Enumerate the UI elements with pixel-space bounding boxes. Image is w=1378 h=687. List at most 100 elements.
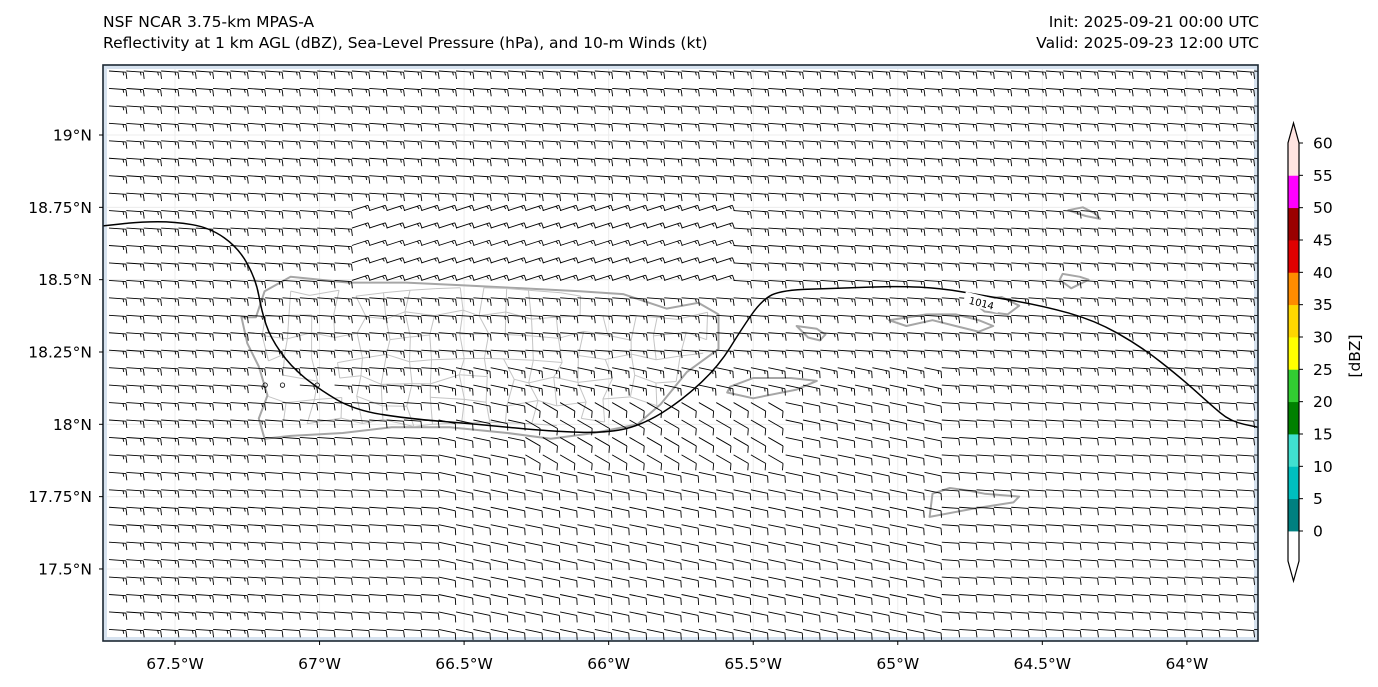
- wind-barb: [1028, 157, 1047, 167]
- wind-barb: [438, 88, 457, 97]
- wind-barb: [317, 157, 336, 167]
- municipal-border: [459, 310, 464, 335]
- wind-barb: [733, 140, 752, 149]
- barb-half-tick: [122, 194, 125, 198]
- wind-barb: [1149, 122, 1169, 132]
- barb-full-tick: [975, 107, 978, 114]
- wind-barb: [403, 122, 423, 132]
- barb-full-tick: [1253, 107, 1256, 114]
- wind-barb: [421, 70, 440, 79]
- wind-barb: [1011, 175, 1030, 184]
- barb-half-tick: [1232, 71, 1235, 76]
- barb-full-tick: [1271, 90, 1272, 97]
- barb-half-tick: [781, 89, 784, 93]
- barb-half-tick: [833, 71, 836, 76]
- municipal-border: [409, 361, 413, 384]
- municipal-border: [340, 397, 343, 419]
- barb-half-tick: [504, 124, 506, 128]
- wind-barb: [612, 157, 631, 167]
- wind-barb: [577, 122, 596, 132]
- barb-half-tick: [243, 89, 246, 93]
- wind-barb: [976, 175, 995, 184]
- municipal-border: [506, 379, 515, 407]
- wind-barb: [178, 122, 197, 132]
- barb-half-tick: [903, 89, 905, 93]
- barb-half-tick: [590, 176, 593, 181]
- barb-half-tick: [1232, 176, 1235, 181]
- barb-half-tick: [1268, 351, 1269, 354]
- barb-half-tick: [209, 106, 211, 111]
- barb-full-tick: [1235, 72, 1238, 79]
- barb-half-tick: [1111, 71, 1114, 76]
- wind-barb: [421, 192, 440, 202]
- barb-full-tick: [1097, 89, 1099, 97]
- barb-half-tick: [556, 159, 558, 163]
- wind-barb: [785, 175, 804, 184]
- barb-half-tick: [1180, 89, 1183, 93]
- wind-barb: [889, 88, 909, 97]
- barb-full-tick: [871, 176, 874, 184]
- barb-half-tick: [1094, 89, 1096, 93]
- wind-barb: [785, 88, 804, 97]
- wind-barb: [108, 122, 128, 132]
- wind-barb: [334, 157, 353, 167]
- municipal-border: [506, 399, 539, 407]
- barb-half-tick: [1042, 159, 1044, 163]
- wind-barb: [178, 140, 197, 149]
- wind-barb: [1045, 70, 1065, 79]
- barb-full-tick: [333, 124, 336, 132]
- barb-full-tick: [212, 194, 215, 202]
- barb-full-tick: [524, 159, 527, 167]
- barb-full-tick: [1271, 177, 1272, 184]
- barb-full-tick: [819, 141, 822, 149]
- wind-barb: [265, 70, 284, 79]
- barb-full-tick: [836, 141, 839, 149]
- barb-half-tick: [226, 106, 229, 111]
- barb-full-tick: [281, 176, 284, 184]
- barb-full-tick: [160, 72, 162, 79]
- barb-half-tick: [261, 71, 264, 76]
- barb-half-tick: [816, 89, 819, 93]
- wind-barb: [351, 157, 371, 167]
- barb-half-tick: [747, 141, 749, 146]
- municipal-border: [503, 358, 534, 361]
- wind-barb: [785, 140, 804, 149]
- barb-half-tick: [990, 141, 992, 146]
- barb-full-tick: [472, 124, 475, 132]
- wind-barb: [733, 122, 752, 132]
- barb-full-tick: [767, 176, 770, 184]
- wind-barb: [334, 88, 353, 97]
- wind-barb: [473, 70, 492, 79]
- barb-full-tick: [871, 159, 874, 167]
- barb-half-tick: [695, 106, 697, 111]
- barb-half-tick: [400, 159, 402, 163]
- wind-barb: [108, 105, 128, 114]
- wind-barb: [369, 175, 388, 184]
- municipal-border: [505, 311, 532, 320]
- barb-half-tick: [1268, 334, 1269, 337]
- barb-half-tick: [625, 159, 628, 163]
- wind-barb: [941, 122, 961, 132]
- barb-half-tick: [1268, 159, 1269, 162]
- barb-half-tick: [313, 106, 316, 111]
- coastline-virgin-gorda: [1058, 272, 1090, 290]
- wind-barb: [1219, 157, 1238, 167]
- municipal-border: [334, 332, 358, 339]
- barb-half-tick: [209, 141, 211, 146]
- barb-full-tick: [576, 107, 579, 114]
- wind-barb: [664, 105, 683, 114]
- wind-barb: [473, 105, 492, 114]
- barb-full-tick: [264, 107, 267, 114]
- barb-full-tick: [1235, 89, 1238, 97]
- barb-half-tick: [573, 141, 576, 146]
- barb-half-tick: [434, 194, 437, 198]
- barb-full-tick: [1235, 107, 1238, 114]
- wind-barb: [126, 140, 145, 149]
- municipal-border: [410, 288, 436, 291]
- barb-half-tick: [972, 159, 975, 163]
- municipal-border: [458, 358, 465, 375]
- barb-half-tick: [191, 194, 194, 198]
- barb-full-tick: [368, 124, 371, 132]
- wind-barb: [1097, 157, 1117, 167]
- barb-full-tick: [819, 176, 822, 184]
